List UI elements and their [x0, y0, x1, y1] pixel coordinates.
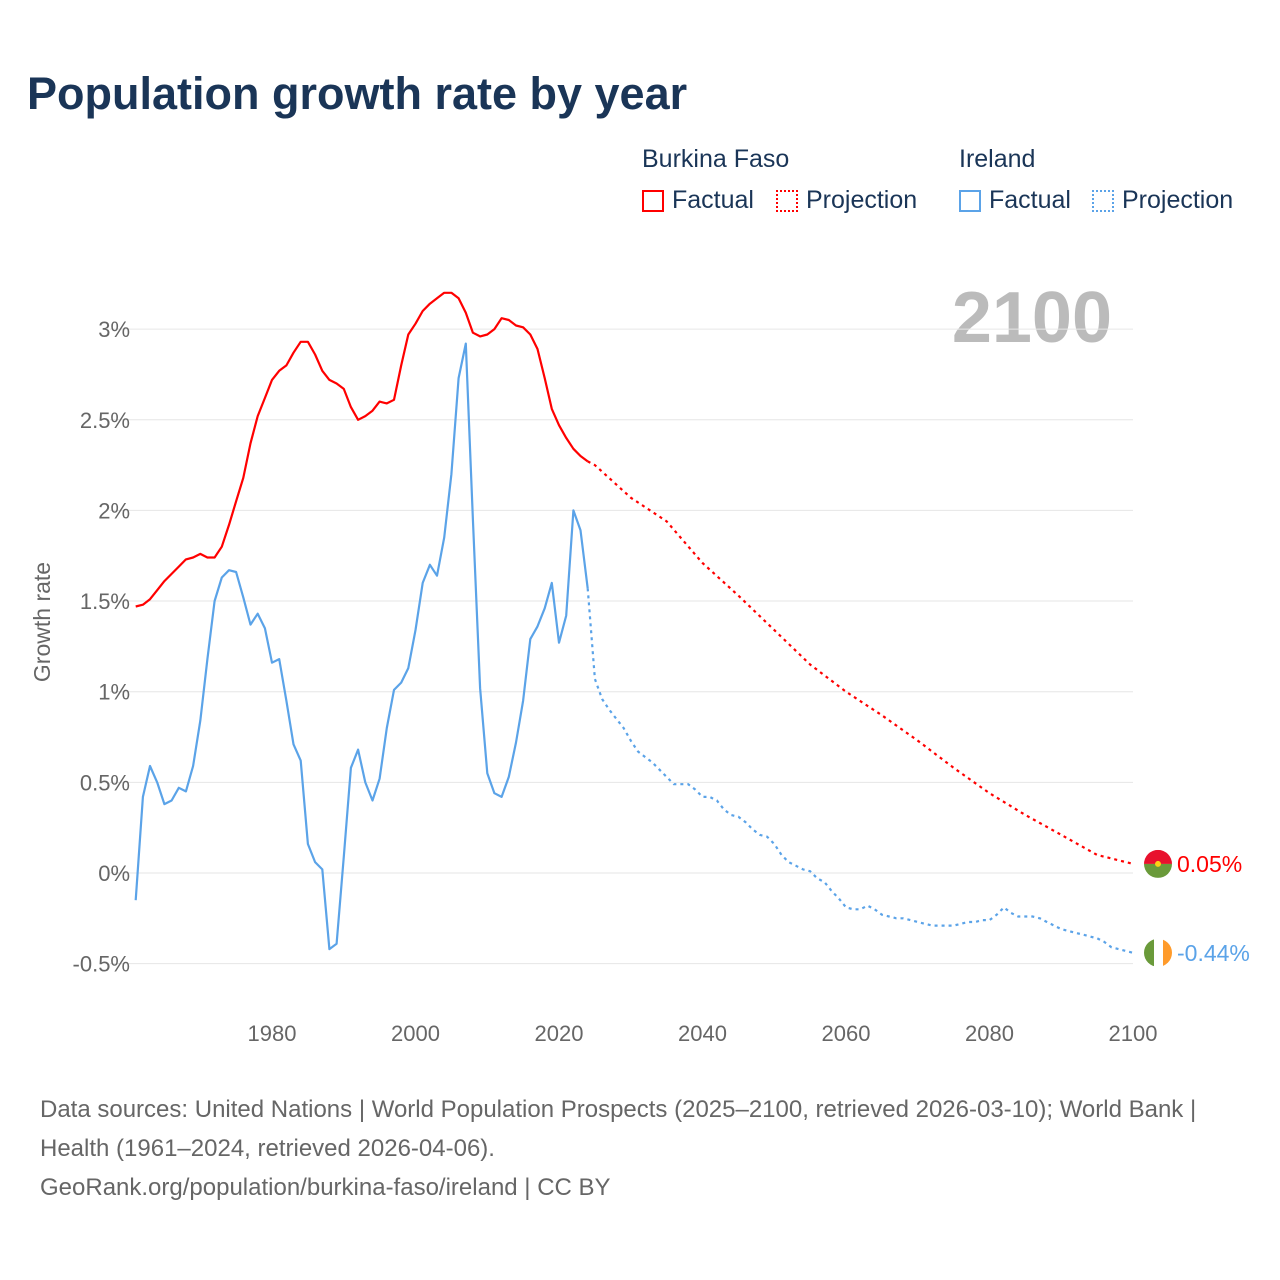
year-display: 2100	[952, 278, 1112, 358]
y-axis-label: Growth rate	[29, 562, 55, 682]
y-tick-label: 0%	[98, 861, 130, 886]
y-tick-label: 1%	[98, 680, 130, 705]
flag-body	[1144, 849, 1172, 878]
legend-ireland-projection[interactable]: Projection	[1092, 186, 1233, 215]
burkina-faso-end-label: 0.05%	[1177, 851, 1242, 877]
footer: Data sources: United Nations | World Pop…	[40, 1090, 1240, 1207]
legend-burkina-projection[interactable]: Projection	[776, 186, 917, 215]
x-tick-label: 2040	[678, 1021, 727, 1046]
x-tick-label: 2000	[391, 1021, 440, 1046]
y-tick-label: 2%	[98, 498, 130, 523]
legend-label: Factual	[672, 186, 754, 214]
flag-body	[1144, 938, 1172, 967]
y-tick-label: 0.5%	[80, 770, 130, 795]
solid-swatch-icon	[959, 189, 981, 212]
y-tick-label: -0.5%	[73, 952, 130, 977]
y-tick-label: 3%	[98, 317, 130, 342]
legend-burkina-factual[interactable]: Factual	[642, 186, 754, 215]
x-tick-label: 1980	[248, 1021, 297, 1046]
legend-label: Projection	[1122, 186, 1234, 214]
solid-swatch-icon	[642, 189, 664, 212]
x-tick-label: 2020	[535, 1021, 584, 1046]
flag-stripe	[1144, 863, 1172, 878]
legend-label: Projection	[806, 186, 918, 214]
legend-label: Factual	[989, 186, 1071, 214]
source-link[interactable]: GeoRank.org/population/burkina-faso/irel…	[40, 1174, 611, 1201]
ireland-flag-icon	[1144, 938, 1172, 967]
dotted-swatch-icon	[776, 189, 798, 212]
flag-stripe	[1163, 938, 1172, 967]
legend-country-ireland: Ireland	[959, 145, 1036, 173]
y-tick-label: 1.5%	[80, 589, 130, 614]
flag-star-icon	[1155, 860, 1161, 867]
burkina-faso-projection-line	[587, 460, 1134, 865]
x-tick-label: 2060	[822, 1021, 871, 1046]
dotted-swatch-icon	[1092, 189, 1114, 212]
x-tick-label: 2100	[1109, 1021, 1158, 1046]
ireland-projection-line	[586, 588, 1134, 954]
burkina-faso-factual-line	[135, 291, 589, 608]
flag-stripe	[1144, 849, 1172, 864]
ireland-factual-line	[134, 342, 589, 951]
burkina-faso-flag-icon	[1144, 849, 1172, 878]
data-sources: Data sources: United Nations | World Pop…	[40, 1096, 1197, 1162]
flag-stripe	[1154, 938, 1163, 967]
legend-country-burkina: Burkina Faso	[642, 145, 790, 173]
legend-ireland-factual[interactable]: Factual	[959, 186, 1071, 215]
x-tick-label: 2080	[965, 1021, 1014, 1046]
flag-stripe	[1144, 938, 1154, 967]
y-tick-label: 2.5%	[80, 408, 130, 433]
chart-title: Population growth rate by year	[27, 68, 688, 119]
ireland-end-label: -0.44%	[1177, 940, 1250, 966]
